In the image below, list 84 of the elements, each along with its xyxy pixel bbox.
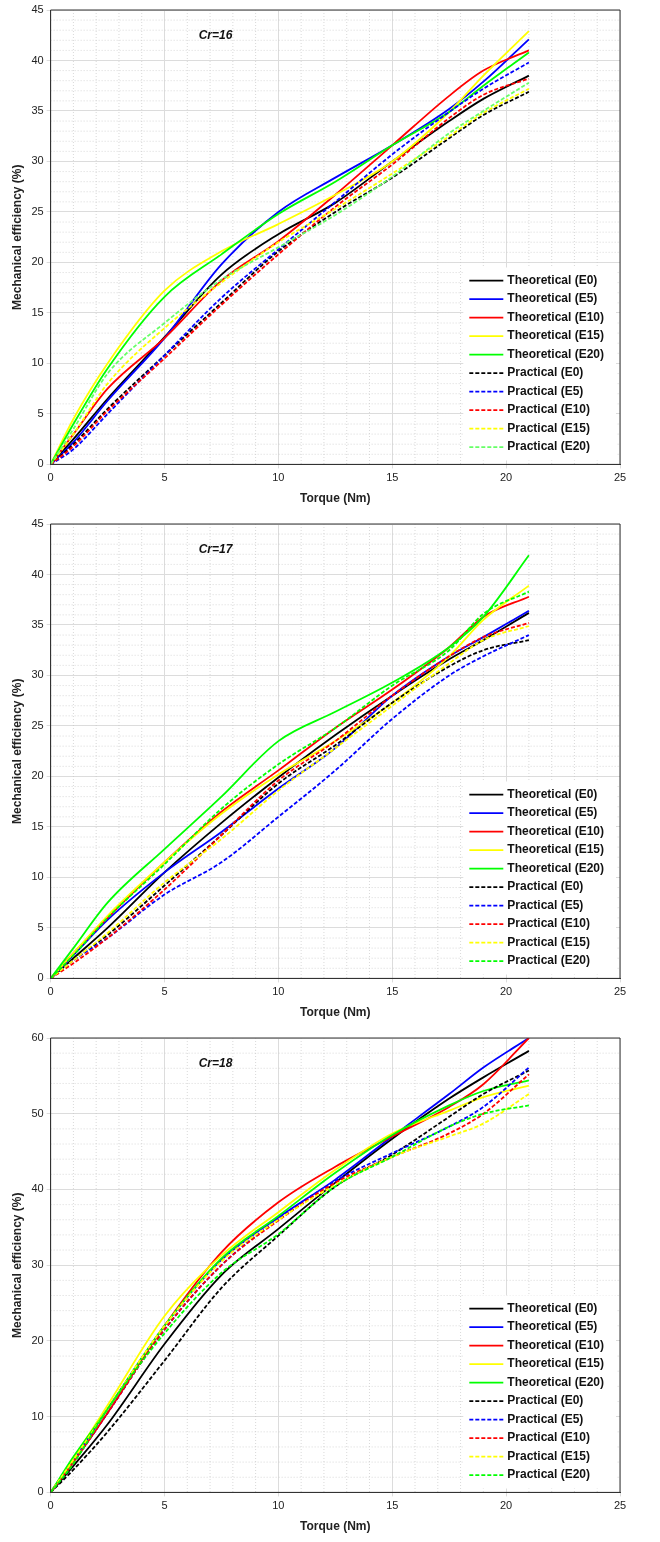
- y-tick-label: 20: [31, 1333, 44, 1346]
- y-axis-title: Mechanical efficiency (%): [9, 164, 24, 310]
- legend-label: Practical (E10): [507, 1430, 591, 1445]
- legend-label: Theoretical (E5): [507, 291, 598, 306]
- y-tick-label: 20: [31, 255, 44, 268]
- legend-label: Practical (E15): [507, 420, 591, 435]
- x-tick-label: 15: [386, 471, 399, 484]
- y-tick-label: 10: [31, 356, 44, 369]
- y-tick-label: 10: [31, 1409, 44, 1422]
- legend-label: Theoretical (E20): [507, 1374, 605, 1389]
- legend-label: Theoretical (E15): [507, 1356, 605, 1371]
- y-tick-label: 15: [31, 819, 44, 832]
- legend-label: Theoretical (E10): [507, 1337, 605, 1352]
- x-tick-label: 25: [613, 471, 627, 484]
- legend-label: Theoretical (E20): [507, 346, 605, 361]
- x-axis-title: Torque (Nm): [300, 1519, 371, 1534]
- legend-label: Theoretical (E5): [507, 805, 598, 820]
- x-axis-title: Torque (Nm): [300, 1005, 371, 1020]
- y-tick-label: 35: [31, 618, 44, 631]
- x-axis-title: Torque (Nm): [300, 491, 371, 506]
- y-tick-label: 10: [31, 870, 44, 883]
- y-tick-label: 0: [37, 457, 44, 470]
- y-tick-label: 40: [31, 1182, 44, 1195]
- y-tick-label: 45: [31, 517, 44, 530]
- x-tick-label: 0: [47, 1499, 54, 1512]
- legend-label: Practical (E5): [507, 1411, 584, 1426]
- x-tick-label: 5: [161, 1499, 168, 1512]
- legend-label: Practical (E5): [507, 383, 584, 398]
- annotation: Cr=16: [198, 28, 233, 43]
- y-tick-label: 5: [37, 920, 44, 933]
- legend-label: Practical (E10): [507, 916, 591, 931]
- legend-label: Practical (E15): [507, 1448, 591, 1463]
- x-tick-label: 5: [161, 471, 168, 484]
- legend-label: Practical (E20): [507, 1467, 591, 1482]
- x-tick-label: 5: [161, 985, 168, 998]
- x-tick-label: 15: [386, 1499, 399, 1512]
- legend-label: Practical (E20): [507, 439, 591, 454]
- y-tick-label: 30: [31, 668, 44, 681]
- y-tick-label: 40: [31, 567, 44, 580]
- y-tick-label: 60: [31, 1031, 44, 1044]
- y-tick-label: 20: [31, 769, 44, 782]
- y-tick-label: 50: [31, 1106, 44, 1119]
- legend-label: Practical (E10): [507, 402, 591, 417]
- x-tick-label: 10: [272, 1499, 285, 1512]
- y-axis-title: Mechanical efficiency (%): [9, 1192, 24, 1338]
- legend-label: Theoretical (E10): [507, 309, 605, 324]
- legend-label: Theoretical (E0): [507, 272, 598, 287]
- x-tick-label: 10: [272, 471, 285, 484]
- y-tick-label: 0: [37, 1485, 44, 1498]
- y-tick-label: 30: [31, 154, 44, 167]
- legend-label: Theoretical (E15): [507, 328, 605, 343]
- y-tick-label: 40: [31, 53, 44, 66]
- annotation: Cr=18: [198, 1056, 233, 1071]
- y-tick-label: 30: [31, 1258, 44, 1271]
- y-tick-label: 15: [31, 305, 44, 318]
- x-tick-label: 20: [500, 985, 513, 998]
- x-tick-label: 25: [613, 1499, 627, 1512]
- legend-label: Practical (E20): [507, 953, 591, 968]
- y-tick-label: 0: [37, 971, 44, 984]
- legend-label: Practical (E15): [507, 934, 591, 949]
- legend-label: Theoretical (E0): [507, 1300, 598, 1315]
- x-tick-label: 0: [47, 985, 54, 998]
- legend-label: Theoretical (E5): [507, 1319, 598, 1334]
- legend-label: Theoretical (E15): [507, 842, 605, 857]
- x-tick-label: 10: [272, 985, 285, 998]
- legend-label: Practical (E0): [507, 365, 584, 380]
- y-tick-label: 25: [31, 718, 44, 731]
- y-axis-title: Mechanical efficiency (%): [9, 678, 24, 824]
- x-tick-label: 25: [613, 985, 627, 998]
- y-tick-label: 35: [31, 104, 44, 117]
- y-tick-label: 25: [31, 204, 44, 217]
- y-tick-label: 5: [37, 406, 44, 419]
- x-tick-label: 15: [386, 985, 399, 998]
- y-tick-label: 45: [31, 3, 44, 16]
- legend-label: Practical (E0): [507, 1393, 584, 1408]
- legend-label: Practical (E0): [507, 879, 584, 894]
- x-tick-label: 0: [47, 471, 54, 484]
- legend-label: Theoretical (E0): [507, 786, 598, 801]
- legend-label: Theoretical (E20): [507, 860, 605, 875]
- legend-label: Practical (E5): [507, 897, 584, 912]
- annotation: Cr=17: [198, 542, 234, 557]
- x-tick-label: 20: [500, 1499, 513, 1512]
- legend-label: Theoretical (E10): [507, 823, 605, 838]
- x-tick-label: 20: [500, 471, 513, 484]
